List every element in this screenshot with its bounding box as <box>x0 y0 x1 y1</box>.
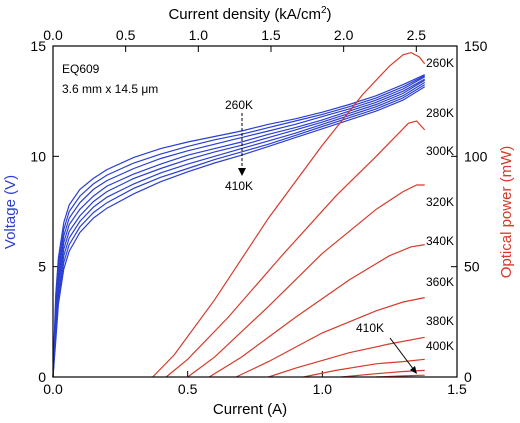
power-curve-label-300K: 300K <box>426 144 454 158</box>
voltage-temperature-arrowhead <box>238 168 246 176</box>
x-top-tick-label: 1.5 <box>261 27 281 43</box>
voltage-arrow-end-label: 410K <box>225 179 253 193</box>
voltage-curve-3 <box>52 76 425 378</box>
voltage-curve-8 <box>52 86 426 378</box>
x-top-axis-title: Current density (kA/cm2) <box>168 5 331 23</box>
device-size-label: 3.6 mm x 14.5 μm <box>62 82 158 96</box>
power-curve-280K <box>165 120 426 378</box>
x-bottom-tick-label: 1.0 <box>313 381 333 397</box>
x-bottom-tick-label: 1.5 <box>447 381 467 397</box>
voltage-curve-4 <box>52 78 425 378</box>
y-right-tick-label: 150 <box>464 38 488 54</box>
power-curve-label-380K: 380K <box>426 314 454 328</box>
power-arrow-label: 410K <box>356 321 384 335</box>
x-top-axis-title-main: Current density (kA/cm <box>168 6 321 23</box>
x-top-tick-label: 1.0 <box>189 27 209 43</box>
voltage-curve-7 <box>52 84 426 378</box>
voltage-curve-2 <box>52 75 425 378</box>
power-curve-320K <box>208 244 425 378</box>
power-curve-label-280K: 280K <box>426 106 454 120</box>
y-right-tick-label: 0 <box>464 369 472 385</box>
y-left-tick-label: 5 <box>38 259 46 275</box>
x-top-tick-label: 0.0 <box>43 27 63 43</box>
y-right-tick-label: 100 <box>464 148 488 164</box>
voltage-curve-1 <box>52 74 425 378</box>
x-bottom-tick-label: 0.0 <box>43 381 63 397</box>
power-curve-360K <box>268 336 425 378</box>
voltage-curve-5 <box>52 79 426 378</box>
voltage-arrow-start-label: 260K <box>225 98 253 112</box>
power-arrow <box>389 337 415 371</box>
y-left-tick-label: 10 <box>30 148 46 164</box>
power-curve-260K <box>152 51 426 378</box>
x-top-tick-label: 2.5 <box>407 27 427 43</box>
plot-frame <box>52 45 458 378</box>
y-left-tick-label: 15 <box>30 38 46 54</box>
power-curve-label-400K: 400K <box>426 339 454 353</box>
power-curve-label-320K: 320K <box>426 195 454 209</box>
power-curve-label-340K: 340K <box>426 234 454 248</box>
y-left-tick-label: 0 <box>38 369 46 385</box>
x-top-tick-label: 0.5 <box>116 27 136 43</box>
ticks: 0.0 0.5 1.0 1.50.0 0.5 1.0 1.5 2.0 2.50510150501… <box>30 27 487 397</box>
device-id-label: EQ609 <box>62 62 100 76</box>
power-curve-label-260K: 260K <box>426 56 454 70</box>
power-arrowhead <box>410 366 417 374</box>
y-right-axis-title: Optical power (mW) <box>498 146 515 279</box>
x-top-tick-label: 2.0 <box>334 27 354 43</box>
voltage-curves <box>52 74 426 378</box>
power-curve-340K <box>235 297 425 378</box>
y-left-axis-title: Voltage (V) <box>2 175 19 249</box>
x-bottom-tick-label: 0.5 <box>178 381 198 397</box>
y-right-tick-label: 50 <box>464 259 480 275</box>
x-top-axis-title-end: ) <box>327 6 332 23</box>
power-curve-label-360K: 360K <box>426 275 454 289</box>
power-labels: 260K 280K 300K 320K 340K 360K 380K 400K <box>426 56 454 353</box>
power-curve-300K <box>187 184 425 378</box>
x-top-axis-title-sup: 2 <box>321 5 327 16</box>
power-curve-380K <box>303 358 425 378</box>
x-bottom-axis-title: Current (A) <box>213 401 287 418</box>
